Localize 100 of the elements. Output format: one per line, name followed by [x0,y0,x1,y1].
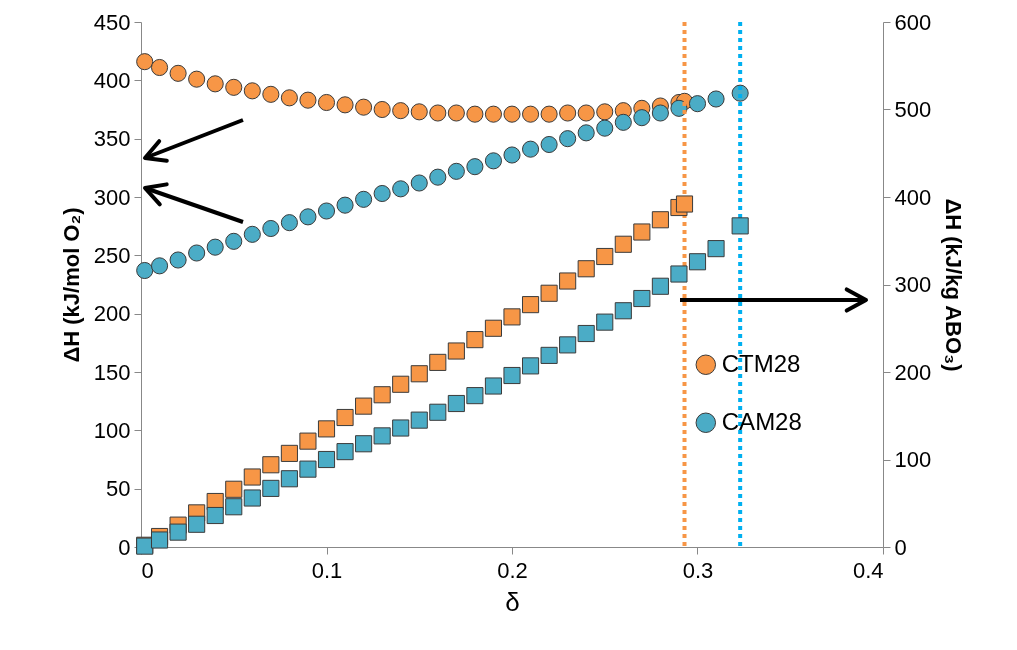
point [299,432,317,450]
point [262,456,280,474]
point [243,225,261,243]
point [280,89,298,107]
point [503,146,521,164]
point [633,109,651,127]
point [484,152,503,170]
point [503,308,521,326]
point [136,53,154,71]
point [447,394,465,413]
point [688,95,707,113]
x-tick-label: 0.4 [852,557,884,583]
point [150,531,169,549]
y2-tick-label: 500 [894,97,932,122]
point [169,251,187,269]
y2-tick-label: 200 [894,359,932,385]
point [429,104,447,122]
point [596,313,614,331]
point [336,443,354,461]
point [484,377,503,395]
point [225,480,243,498]
y-tick-label: 0 [118,534,131,560]
point [577,260,595,278]
point [317,93,336,112]
point [675,195,694,213]
point [336,196,354,214]
point [651,277,669,295]
point [633,223,651,241]
point [206,75,224,93]
point [299,208,317,226]
point [136,261,154,280]
point [188,515,206,533]
point [633,289,651,308]
point [243,82,261,100]
point [484,105,503,123]
x-tick-label: 0 [141,557,154,583]
point [559,336,577,354]
legend-label: CTM28 [721,349,801,377]
point [355,98,373,116]
point [521,357,540,375]
point [317,202,336,220]
point [373,386,391,404]
y-tick-label: 250 [93,242,131,268]
point [521,105,540,123]
point [651,104,669,122]
point [670,265,688,283]
point [577,324,595,343]
point [596,119,614,137]
point [521,296,540,314]
point [262,479,280,497]
point [392,375,410,393]
point [410,411,428,429]
point [150,257,169,275]
point [206,238,224,256]
point [225,232,243,250]
point [317,420,336,438]
point [280,214,298,232]
point [373,427,391,445]
point [355,435,373,453]
point [392,180,410,198]
point [373,184,391,203]
y-tick-label: 50 [106,476,131,502]
point [707,90,725,108]
point [596,247,614,266]
point [280,444,298,462]
point [262,219,280,238]
y-tick-label: 350 [93,126,131,152]
point [577,124,595,142]
point [225,78,243,96]
y2-tick-label: 300 [894,272,932,297]
point [373,100,391,119]
point [243,489,261,507]
point [280,470,298,488]
x-tick-label: 0.2 [497,557,528,583]
x-tick-label: 0.3 [682,557,714,583]
point [707,240,725,258]
point [169,523,187,541]
point [429,168,447,186]
y2-tick-label: 600 [894,9,932,35]
point [484,319,503,337]
y-tick-label: 300 [93,184,131,210]
point [188,70,206,88]
point [410,174,428,192]
point [336,408,354,427]
point [336,96,354,114]
point [150,58,169,77]
y2-tick-label: 0 [894,534,907,560]
point [225,498,243,516]
point [466,387,484,405]
point [447,342,465,360]
point [688,253,707,271]
point [540,105,558,123]
x-tick-label: 0.1 [311,557,343,583]
y-axis-title: ΔH (kJ/mol O₂) [58,207,84,363]
point [577,104,595,122]
point [262,85,280,103]
point [651,211,669,229]
y-tick-label: 450 [93,9,131,35]
point [206,506,224,525]
point [429,403,447,421]
